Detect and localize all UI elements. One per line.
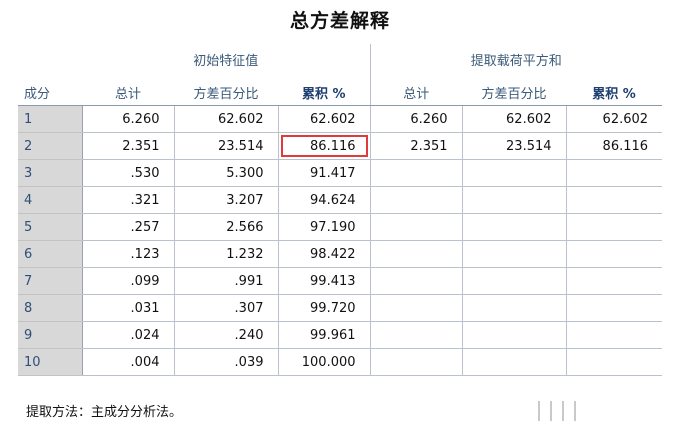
cell-extracted-cumulative-pct (565, 267, 663, 295)
table-row: 2 2.351 23.514 86.116 2.351 23.514 86.11… (18, 132, 663, 160)
cell-variance-pct: 62.602 (173, 105, 278, 133)
cell-total: .099 (81, 267, 174, 295)
cell-extracted-variance-pct: 62.602 (461, 105, 567, 133)
row-label: 1 (18, 105, 83, 133)
col-header-cumulative-pct-label: 累积 % (301, 87, 346, 102)
cell-variance-pct: 5.300 (173, 159, 278, 187)
cell-extracted-variance-pct (461, 294, 567, 322)
cell-total: .257 (81, 213, 174, 241)
table-row: 9 .024 .240 99.961 (18, 321, 663, 349)
table-row: 3 .530 5.300 91.417 (18, 159, 663, 187)
cell-cumulative-pct: 99.720 (277, 294, 371, 322)
cell-cumulative-pct: 91.417 (277, 159, 371, 187)
cell-extracted-cumulative-pct: 86.116 (565, 132, 663, 160)
col-header-cumulative-pct: 累积 % (278, 74, 371, 106)
cell-extracted-variance-pct (461, 267, 567, 295)
variance-table-wrapper: 初始特征值 提取载荷平方和 成分 总计 方差百分比 累积 % 总计 方差百分比 … (18, 44, 663, 376)
cell-total: 6.260 (81, 105, 174, 133)
cell-extracted-total (369, 267, 463, 295)
table-row: 1 6.260 62.602 62.602 6.260 62.602 62.60… (18, 105, 663, 133)
col-header-component: 成分 (18, 74, 82, 106)
cell-cumulative-pct: 94.624 (277, 186, 371, 214)
table-row: 4 .321 3.207 94.624 (18, 186, 663, 214)
cell-extracted-total (369, 213, 463, 241)
cell-total: .004 (81, 348, 174, 376)
cell-variance-pct: .991 (173, 267, 278, 295)
cell-cumulative-pct: 100.000 (277, 348, 371, 376)
cell-total: .123 (81, 240, 174, 268)
row-label: 10 (18, 348, 83, 376)
cell-extracted-total (369, 240, 463, 268)
cell-extracted-total (369, 348, 463, 376)
cell-cumulative-pct: 99.413 (277, 267, 371, 295)
cell-extracted-variance-pct (461, 186, 567, 214)
table-row: 10 .004 .039 100.000 (18, 348, 663, 376)
row-label: 2 (18, 132, 83, 160)
row-label: 7 (18, 267, 83, 295)
cell-variance-pct: 3.207 (173, 186, 278, 214)
cell-cumulative-pct: 98.422 (277, 240, 371, 268)
col-header-extracted-cumulative-pct: 累积 % (566, 74, 663, 106)
cell-extracted-variance-pct (461, 159, 567, 187)
cell-extracted-variance-pct (461, 213, 567, 241)
cell-total: .024 (81, 321, 174, 349)
cell-extracted-cumulative-pct (565, 294, 663, 322)
cell-extracted-cumulative-pct (565, 240, 663, 268)
table-row: 8 .031 .307 99.720 (18, 294, 663, 322)
group-header-initial-eigenvalues: 初始特征值 (193, 53, 259, 69)
cell-extracted-variance-pct (461, 321, 567, 349)
row-label: 3 (18, 159, 83, 187)
table-row: 7 .099 .991 99.413 (18, 267, 663, 295)
cell-cumulative-pct: 99.961 (277, 321, 371, 349)
cell-variance-pct: .307 (173, 294, 278, 322)
cell-extracted-cumulative-pct (565, 159, 663, 187)
cell-variance-pct: .039 (173, 348, 278, 376)
cell-variance-pct: 2.566 (173, 213, 278, 241)
total-variance-explained-table: 初始特征值 提取载荷平方和 成分 总计 方差百分比 累积 % 总计 方差百分比 … (18, 44, 663, 376)
cell-extracted-variance-pct: 23.514 (461, 132, 567, 160)
cell-extracted-cumulative-pct (565, 213, 663, 241)
col-header-extracted-variance-pct: 方差百分比 (462, 74, 567, 106)
table-title: 总方差解释 (289, 10, 390, 32)
cell-variance-pct: .240 (173, 321, 278, 349)
resize-grip[interactable] (538, 401, 598, 421)
cell-extracted-cumulative-pct (565, 348, 663, 376)
cell-extracted-cumulative-pct: 62.602 (565, 105, 663, 133)
cell-cumulative-pct: 97.190 (277, 213, 371, 241)
extraction-method-footnote: 提取方法：主成分分析法。 (26, 405, 183, 420)
table-row: 5 .257 2.566 97.190 (18, 213, 663, 241)
cell-total: .530 (81, 159, 174, 187)
group-header-spacer (18, 44, 82, 74)
cell-extracted-total: 6.260 (369, 105, 463, 133)
cell-extracted-variance-pct (461, 240, 567, 268)
cell-total: 2.351 (81, 132, 174, 160)
group-header-extraction-sums: 提取载荷平方和 (369, 44, 663, 74)
cell-variance-pct: 23.514 (173, 132, 278, 160)
cell-extracted-total: 2.351 (369, 132, 463, 160)
cell-extracted-total (369, 321, 463, 349)
cell-extracted-cumulative-pct (565, 186, 663, 214)
row-label: 8 (18, 294, 83, 322)
cell-cumulative-pct: 62.602 (277, 105, 371, 133)
table-row: 6 .123 1.232 98.422 (18, 240, 663, 268)
col-header-extracted-cumulative-pct-label: 累积 % (592, 87, 636, 102)
cell-total: .321 (81, 186, 174, 214)
row-label: 6 (18, 240, 83, 268)
cell-extracted-total (369, 186, 463, 214)
col-header-variance-pct: 方差百分比 (174, 74, 278, 106)
cell-cumulative-pct-highlighted: 86.116 (277, 132, 371, 160)
row-label: 4 (18, 186, 83, 214)
col-header-extracted-total: 总计 (369, 74, 463, 106)
row-label: 9 (18, 321, 83, 349)
cell-extracted-cumulative-pct (565, 321, 663, 349)
cell-variance-pct: 1.232 (173, 240, 278, 268)
cell-extracted-total (369, 159, 463, 187)
cell-extracted-variance-pct (461, 348, 567, 376)
cell-extracted-total (369, 294, 463, 322)
row-label: 5 (18, 213, 83, 241)
cell-total: .031 (81, 294, 174, 322)
col-header-total: 总计 (82, 74, 174, 106)
